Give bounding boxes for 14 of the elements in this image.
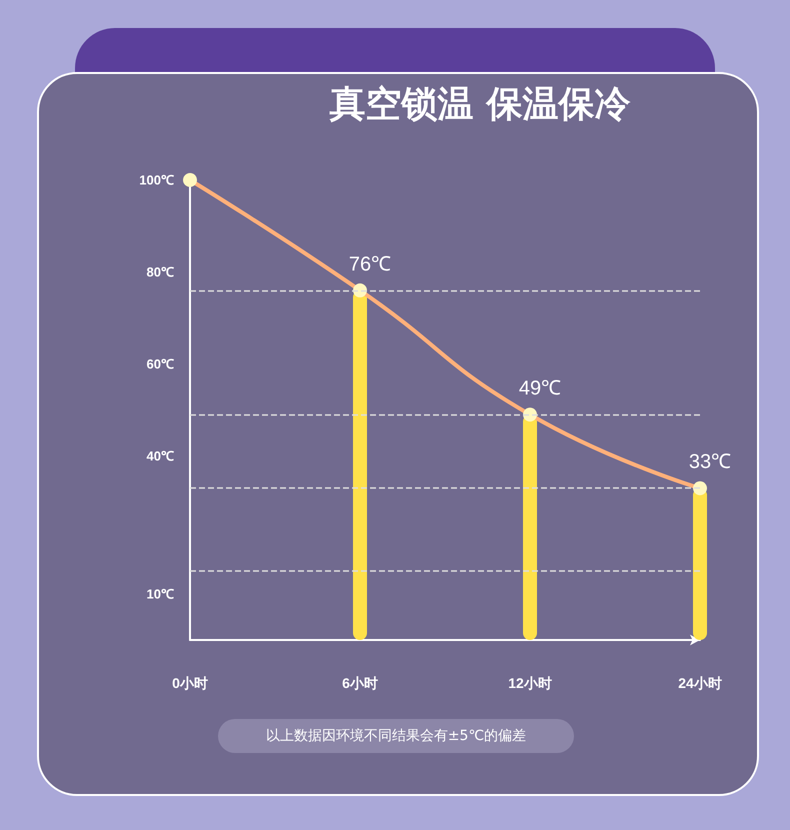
data-label: 33℃ [688,451,732,474]
data-label: 49℃ [518,378,562,400]
y-tick-label: 80℃ [146,264,174,280]
x-tick-label: 6小时 [342,675,378,691]
x-tick-label: 0小时 [172,675,208,691]
y-tick-label: 40℃ [146,448,174,464]
y-tick-label: 100℃ [139,172,174,188]
y-tick-label: 60℃ [146,356,174,372]
y-tick-label: 10℃ [146,586,174,602]
chart-title: 真空锁温 保温保冷 [328,83,632,127]
text: 以上数据因环境不同结果会有±5℃的偏差 [218,719,574,753]
x-tick-label: 12小时 [508,675,552,691]
data-label: 76℃ [348,253,392,276]
x-tick-label: 24小时 [678,675,722,691]
